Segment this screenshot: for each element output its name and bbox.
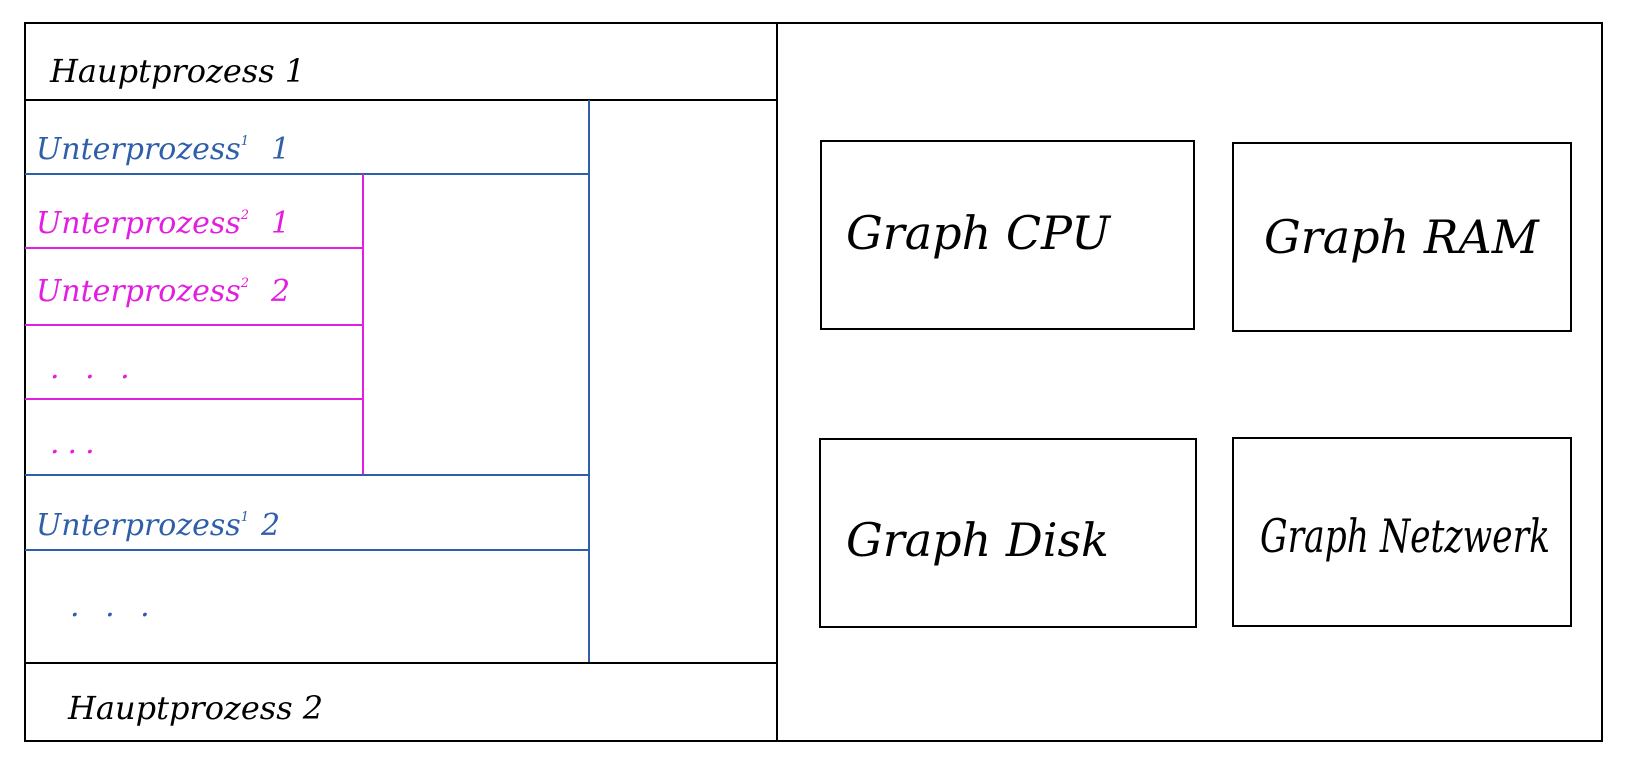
subprocess-row-2-2[interactable]: Unterprozess2 2 [25,274,363,326]
graphs-panel: Graph CPU Graph RAM Graph Disk Graph Net… [819,140,1572,628]
level2-ellipsis-b: ... [50,426,103,461]
subprocess-row-2-1[interactable]: Unterprozess2 1 [25,206,363,249]
graph-disk[interactable]: Graph Disk [819,438,1197,628]
graph-disk-frame [819,438,1197,628]
graph-network-label: Graph Netzwerk [1260,509,1550,563]
subprocess-1-2-label: Unterprozess1 2 [36,508,280,543]
main-process-1-label: Hauptprozess 1 [49,52,305,90]
graph-ram-frame [1232,142,1572,332]
graph-ram-label: Graph RAM [1264,210,1541,264]
subprocess-row-1-ellipsis[interactable]: . . . [70,589,158,624]
graph-ram[interactable]: Graph RAM [1232,142,1572,332]
subprocess-2-2-label: Unterprozess2 2 [36,274,290,309]
process-list-panel: Hauptprozess 1 Unterprozess1 1 Unterproze… [25,52,777,727]
graph-cpu[interactable]: Graph CPU [820,140,1195,330]
level2-ellipsis-a: . . . [50,351,138,386]
subprocess-level1-block: Unterprozess1 1 Unterprozess2 1 Unterproze… [25,100,590,663]
graph-network-frame [1232,437,1572,627]
subprocess-2-1-label: Unterprozess2 1 [36,206,290,241]
main-process-row-1[interactable]: Hauptprozess 1 [25,52,777,101]
graph-network[interactable]: Graph Netzwerk [1232,437,1572,627]
subprocess-row-1-1[interactable]: Unterprozess1 1 [25,132,589,175]
main-process-row-2[interactable]: Hauptprozess 2 [25,662,777,727]
subprocess-1-1-label: Unterprozess1 1 [36,132,290,167]
graph-disk-label: Graph Disk [846,513,1109,567]
graph-cpu-frame [820,140,1195,330]
main-process-2-label: Hauptprozess 2 [67,689,323,727]
subprocess-row-1-2[interactable]: Unterprozess1 2 [25,508,589,551]
level1-ellipsis: . . . [70,589,158,624]
subprocess-level2-block: Unterprozess2 1 Unterprozess2 2 . . . ... [25,174,364,475]
subprocess-row-2-ellipsis-a[interactable]: . . . [25,351,363,400]
graph-cpu-label: Graph CPU [846,206,1112,260]
subprocess-row-2-ellipsis-b[interactable]: ... [50,426,103,461]
outer-frame [24,22,1603,742]
